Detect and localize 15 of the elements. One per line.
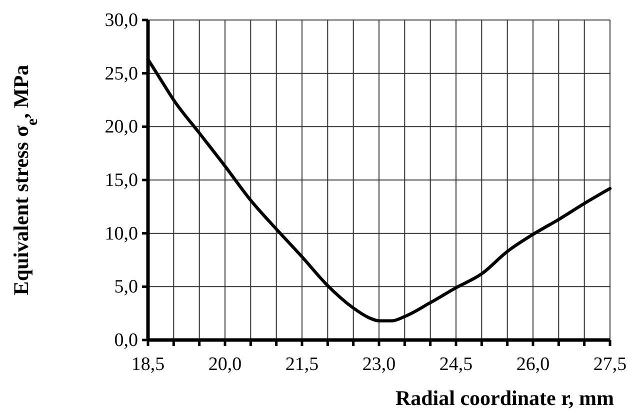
x-tick-label: 24,5 — [439, 354, 473, 375]
y-tick-label: 5,0 — [114, 276, 138, 298]
y-tick-label: 20,0 — [104, 116, 138, 138]
y-tick-label: 15,0 — [104, 170, 138, 191]
x-axis-title: Radial coordinate r, mm — [395, 386, 614, 410]
y-tick-label: 30,0 — [104, 10, 138, 31]
y-tick-label: 10,0 — [104, 223, 138, 244]
x-tick-label: 18,5 — [131, 354, 165, 375]
x-tick-label: 26,0 — [516, 354, 550, 375]
x-tick-label: 20,0 — [208, 354, 242, 375]
y-tick-label: 25,0 — [104, 63, 138, 84]
y-tick-label: 0,0 — [114, 330, 138, 351]
x-tick-label: 23,0 — [362, 354, 396, 375]
x-tick-label: 21,5 — [285, 354, 319, 375]
x-tick-label: 27,5 — [593, 354, 627, 375]
